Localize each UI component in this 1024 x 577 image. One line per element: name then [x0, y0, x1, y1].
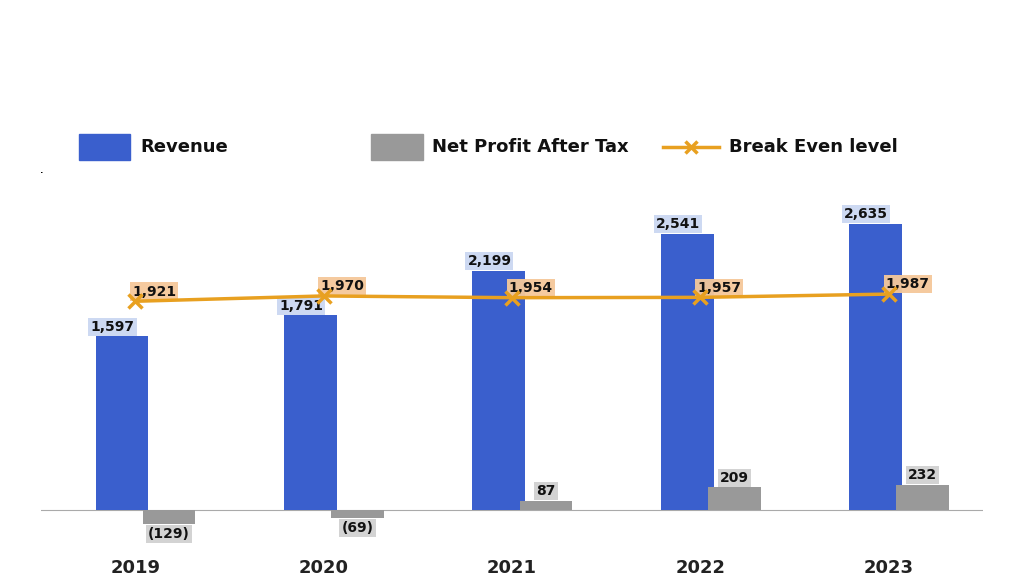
Bar: [371, 134, 423, 160]
Bar: [472, 271, 525, 510]
Text: 87: 87: [537, 484, 556, 498]
Text: 209: 209: [720, 471, 749, 485]
Bar: [519, 501, 572, 510]
Bar: [95, 336, 148, 510]
Text: 1,791: 1,791: [279, 299, 323, 313]
Bar: [896, 485, 949, 510]
Text: 1,954: 1,954: [509, 281, 553, 295]
Bar: [79, 134, 130, 160]
Text: 2,635: 2,635: [844, 207, 888, 221]
Text: 2,199: 2,199: [467, 254, 511, 268]
Text: Break Even Chart ($'000): Break Even Chart ($'000): [345, 74, 679, 99]
Text: Break Even level: Break Even level: [729, 138, 897, 156]
Text: 2,541: 2,541: [655, 217, 700, 231]
Bar: [142, 510, 196, 524]
Bar: [708, 488, 761, 510]
Text: (129): (129): [148, 527, 190, 541]
Text: 232: 232: [908, 468, 937, 482]
Text: 1,970: 1,970: [321, 279, 365, 293]
Text: 1,987: 1,987: [886, 278, 930, 291]
Bar: [849, 224, 902, 510]
Text: 1,597: 1,597: [90, 320, 134, 334]
Text: (69): (69): [341, 521, 374, 535]
Bar: [331, 510, 384, 518]
Text: 1,921: 1,921: [132, 284, 176, 298]
Text: Net Profit After Tax: Net Profit After Tax: [432, 138, 629, 156]
Bar: [284, 316, 337, 510]
Bar: [660, 234, 714, 510]
Text: Revenue: Revenue: [140, 138, 227, 156]
Text: 1,957: 1,957: [697, 280, 741, 295]
